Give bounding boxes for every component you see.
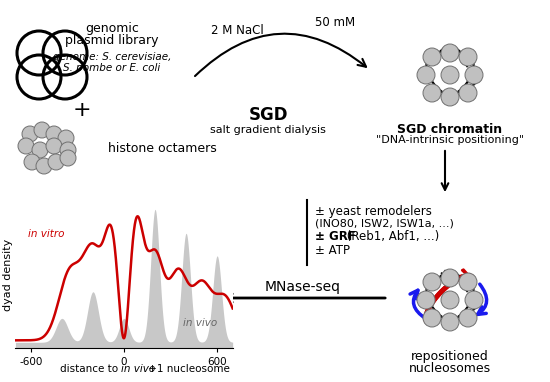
Circle shape xyxy=(441,66,459,84)
Circle shape xyxy=(46,138,62,154)
FancyArrowPatch shape xyxy=(195,34,366,76)
Text: nucleosomes: nucleosomes xyxy=(409,362,491,375)
Circle shape xyxy=(34,122,50,138)
Y-axis label: dyad density: dyad density xyxy=(3,239,13,311)
Text: repositioned: repositioned xyxy=(411,350,489,363)
Circle shape xyxy=(417,66,435,84)
FancyArrowPatch shape xyxy=(477,284,487,314)
Circle shape xyxy=(36,158,52,174)
Circle shape xyxy=(441,88,459,106)
Circle shape xyxy=(60,150,76,166)
Text: distance to: distance to xyxy=(60,364,121,374)
Text: +1 nucleosome: +1 nucleosome xyxy=(145,364,230,374)
Text: histone octamers: histone octamers xyxy=(108,141,217,154)
Text: 50 mM: 50 mM xyxy=(315,16,355,29)
Circle shape xyxy=(459,84,477,102)
Circle shape xyxy=(459,273,477,291)
Circle shape xyxy=(48,154,64,170)
FancyArrowPatch shape xyxy=(410,290,426,319)
Text: +: + xyxy=(73,100,91,120)
Circle shape xyxy=(417,291,435,309)
Circle shape xyxy=(24,154,40,170)
Text: in vivo: in vivo xyxy=(183,318,217,328)
Circle shape xyxy=(423,48,441,66)
Text: ± yeast remodelers: ± yeast remodelers xyxy=(315,205,432,218)
Circle shape xyxy=(423,309,441,327)
Text: ± GRF: ± GRF xyxy=(315,230,356,243)
Circle shape xyxy=(58,130,74,146)
Circle shape xyxy=(459,48,477,66)
Text: MNase-seq: MNase-seq xyxy=(265,280,341,294)
Text: 2 M NaCl: 2 M NaCl xyxy=(211,24,263,37)
Circle shape xyxy=(46,126,62,142)
Text: SGD chromatin: SGD chromatin xyxy=(398,123,503,136)
Circle shape xyxy=(465,291,483,309)
Text: salt gradient dialysis: salt gradient dialysis xyxy=(210,125,326,135)
Text: in vitro: in vitro xyxy=(28,229,64,239)
Text: SGD: SGD xyxy=(248,106,288,124)
Circle shape xyxy=(441,44,459,62)
Text: (Reb1, Abf1, ...): (Reb1, Abf1, ...) xyxy=(343,230,439,243)
Circle shape xyxy=(441,269,459,287)
Text: genomic: genomic xyxy=(85,22,139,35)
Circle shape xyxy=(441,291,459,309)
Circle shape xyxy=(22,126,38,142)
Text: S. pombe or E. coli: S. pombe or E. coli xyxy=(63,63,161,73)
Circle shape xyxy=(459,309,477,327)
Circle shape xyxy=(60,142,76,158)
Circle shape xyxy=(465,66,483,84)
Circle shape xyxy=(18,138,34,154)
Circle shape xyxy=(441,313,459,331)
Text: "DNA-intrinsic positioning": "DNA-intrinsic positioning" xyxy=(376,135,524,145)
Text: (INO80, ISW2, ISW1a, ...): (INO80, ISW2, ISW1a, ...) xyxy=(315,218,454,228)
Text: in vivo: in vivo xyxy=(121,364,156,374)
Text: ± ATP: ± ATP xyxy=(315,244,350,257)
Text: genome: S. cerevisiae,: genome: S. cerevisiae, xyxy=(53,52,171,62)
Circle shape xyxy=(32,142,48,158)
Circle shape xyxy=(423,84,441,102)
Circle shape xyxy=(423,273,441,291)
Text: plasmid library: plasmid library xyxy=(65,34,159,47)
